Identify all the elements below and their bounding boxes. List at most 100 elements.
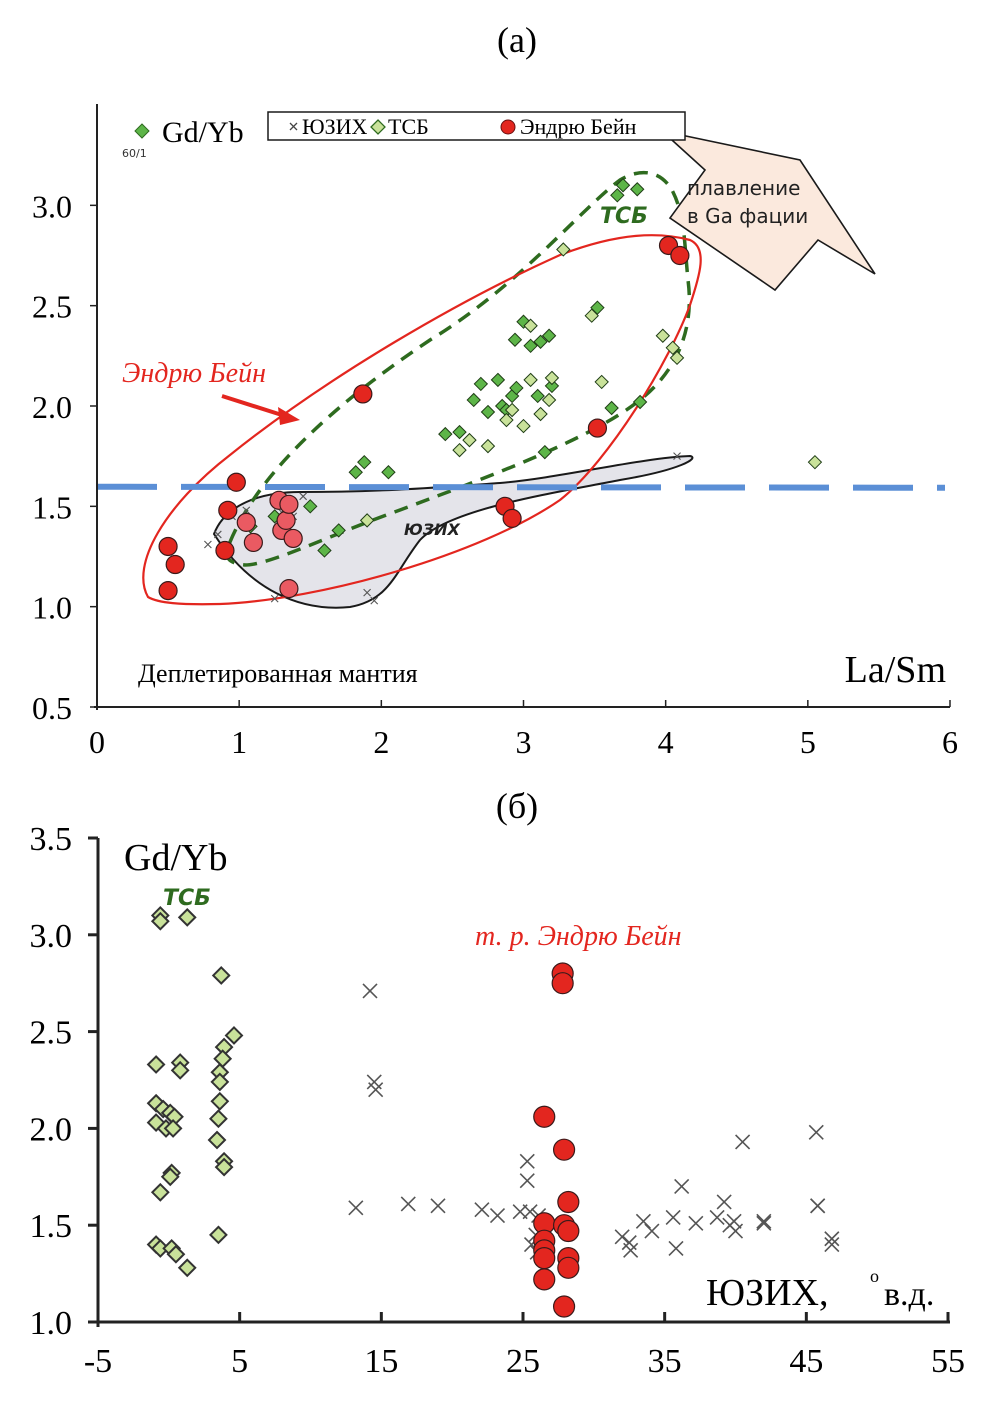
legend-item-andrew-bain: Эндрю Бейн (500, 114, 637, 139)
series-т.-р.-Эндрю-Бейн (533, 962, 580, 1318)
data-point-diamond (610, 188, 625, 203)
data-point-x (810, 1198, 826, 1214)
data-point-diamond (590, 300, 605, 315)
x-axis-title-b: ЮЗИХ, o в.д. (706, 1266, 934, 1314)
y-tick-label: 3.0 (30, 918, 73, 955)
data-point-diamond (541, 392, 557, 408)
x-tick-label: 35 (648, 1343, 682, 1380)
data-point-x (635, 1213, 651, 1229)
data-point-diamond (630, 182, 645, 197)
legend-label-ypg: ЮЗИХ (302, 114, 368, 139)
data-point-circle (353, 384, 373, 404)
x-marker-icon (289, 122, 298, 131)
threshold-line (96, 483, 946, 491)
data-point-circle (587, 418, 608, 438)
data-point-diamond (150, 1182, 170, 1202)
tsb-field-label: ТСБ (600, 204, 648, 229)
points-b (146, 906, 840, 1318)
data-point-x (688, 1215, 704, 1231)
data-point-circle (279, 494, 299, 514)
data-point-diamond (209, 1225, 228, 1245)
y-tick-label: 2.0 (32, 389, 72, 425)
axes-b: -5 5 15 25 35 45 55 1.0 1.5 2.0 2.5 3.0 3.5 (30, 821, 966, 1380)
data-point-diamond (504, 402, 520, 418)
data-point-x (756, 1213, 772, 1229)
data-point-diamond (594, 374, 609, 390)
y-tick-label: 2.5 (30, 1015, 73, 1052)
data-point-diamond (359, 513, 375, 528)
data-point-x (808, 1124, 824, 1140)
x-axis-title-b-unit: в.д. (884, 1276, 934, 1313)
data-point-x (522, 1204, 538, 1220)
data-point-x (673, 452, 681, 461)
data-point-diamond (537, 444, 553, 460)
data-point-diamond (214, 1157, 234, 1177)
data-point-x (204, 540, 212, 549)
data-point-x (519, 1153, 535, 1169)
data-point-x (430, 1198, 446, 1214)
data-point-circle (218, 500, 238, 520)
andrew-bain-field-label: Эндрю Бейн (122, 358, 266, 389)
data-point-diamond (615, 178, 631, 193)
panel-b-label: (б) (496, 786, 538, 826)
data-point-diamond (632, 394, 648, 410)
x-tick-label: 25 (506, 1343, 540, 1380)
x-tick-label: 4 (658, 724, 674, 760)
y-tick-label: 3.0 (32, 188, 72, 224)
x-tick-label: 3 (516, 724, 532, 760)
data-point-diamond (150, 911, 170, 931)
data-point-diamond (509, 380, 524, 396)
data-point-circle (279, 579, 299, 599)
data-point-diamond (533, 406, 548, 422)
data-point-diamond (170, 1060, 190, 1080)
data-point-circle (533, 1105, 556, 1128)
data-point-diamond (210, 1072, 230, 1092)
diamond-marker-icon (370, 119, 386, 135)
data-point-diamond (480, 438, 496, 454)
panel-a: (a) плавление в Ga фации ТСБ ЮЗИХ Эндрю … (32, 20, 958, 760)
y-tick-label: 1.0 (32, 590, 72, 626)
data-point-circle (552, 1138, 576, 1161)
y-tick-label: 1.5 (30, 1208, 73, 1245)
axes-a: 0 1 2 3 4 5 6 0.5 1.0 1.5 2.0 2.5 3.0 (32, 104, 958, 760)
data-point-diamond (210, 1091, 230, 1111)
points-a (158, 178, 823, 605)
x-axis-title-b-text: ЮЗИХ, (706, 1272, 828, 1314)
data-point-circle (557, 1256, 580, 1279)
y-axis-title-note-a: 60/1 (122, 147, 147, 160)
data-point-x (213, 530, 222, 539)
data-point-circle (533, 1268, 556, 1291)
ypg-field-label: ЮЗИХ (404, 520, 461, 539)
data-point-diamond (177, 907, 197, 927)
panel-b: (б) Gd/Yb ТСБ т. р. Эндрю Бейн -5 5 15 25 35… (30, 786, 966, 1380)
data-point-diamond (303, 499, 318, 514)
data-point-circle (158, 581, 178, 601)
data-point-diamond (480, 404, 496, 420)
legend-label-andrew-bain: Эндрю Бейн (520, 114, 637, 139)
data-point-x (668, 1240, 684, 1256)
data-point-x (735, 1134, 751, 1150)
legend-item-ypg: ЮЗИХ (289, 114, 368, 139)
data-point-circle (557, 1219, 580, 1243)
data-point-circle (557, 1190, 580, 1214)
x-tick-label: 6 (942, 724, 958, 760)
data-point-circle (276, 510, 296, 530)
data-point-diamond (213, 1049, 233, 1069)
x-tick-label: 55 (931, 1343, 965, 1380)
data-point-diamond (655, 328, 671, 343)
data-point-diamond (207, 1130, 227, 1150)
data-point-diamond (533, 334, 548, 349)
data-point-diamond (224, 1026, 244, 1045)
data-point-diamond (604, 400, 619, 416)
x-tick-label: 45 (789, 1343, 823, 1380)
data-point-x (519, 1173, 535, 1189)
y-axis-title-b: Gd/Yb (124, 837, 227, 879)
y-tick-label: 1.5 (32, 489, 72, 525)
series-ТСБ-light (359, 242, 823, 528)
data-point-diamond (466, 392, 481, 408)
data-point-circle (502, 508, 522, 528)
data-point-circle (533, 1247, 556, 1270)
data-point-x (614, 1229, 630, 1245)
data-point-x (242, 506, 251, 515)
